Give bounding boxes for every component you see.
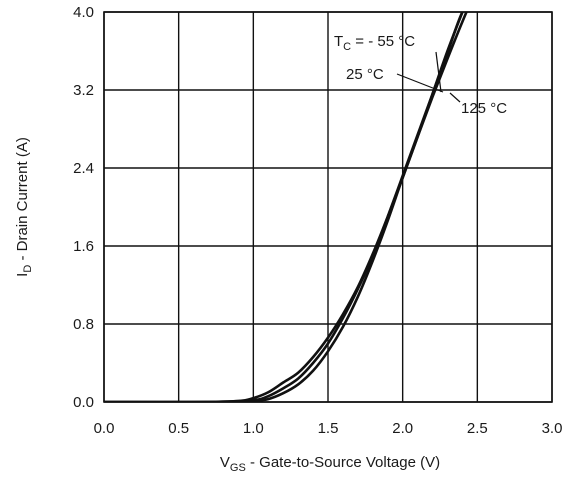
x-tick-labels: 0.0 0.5 1.0 1.5 2.0 2.5 3.0 bbox=[94, 420, 563, 437]
y-tick-labels: 0.0 0.8 1.6 2.4 3.2 4.0 bbox=[73, 4, 94, 411]
y-axis-title: ID - Drain Current (A) bbox=[14, 137, 34, 277]
y-axis-title-sub: D bbox=[22, 265, 34, 273]
y-tick-label: 4.0 bbox=[73, 4, 94, 21]
annotation-leader-25 bbox=[396, 73, 444, 93]
annotation-leader-125 bbox=[449, 92, 461, 103]
annotation-tc-minus-55: TC = - 55 °C bbox=[334, 33, 415, 53]
annotation-125c: 125 °C bbox=[461, 100, 507, 117]
annotation-tc-prefix: T bbox=[334, 33, 343, 50]
series-lines bbox=[104, 12, 468, 402]
y-tick-label: 2.4 bbox=[73, 160, 94, 177]
annotation-tc-sub: C bbox=[343, 41, 351, 53]
x-tick-label: 1.5 bbox=[318, 420, 339, 437]
series-line-125c bbox=[104, 12, 468, 402]
x-tick-label: 2.0 bbox=[392, 420, 413, 437]
x-tick-label: 3.0 bbox=[542, 420, 563, 437]
plot-frame bbox=[103, 11, 553, 403]
y-tick-label: 3.2 bbox=[73, 82, 94, 99]
y-axis-title-main: I bbox=[14, 273, 31, 277]
x-axis-title: VGS - Gate-to-Source Voltage (V) bbox=[220, 454, 440, 474]
x-tick-label: 1.0 bbox=[243, 420, 264, 437]
x-axis-title-rest: - Gate-to-Source Voltage (V) bbox=[246, 454, 440, 471]
y-tick-label: 0.0 bbox=[73, 394, 94, 411]
y-axis-title-rest: - Drain Current (A) bbox=[14, 137, 31, 265]
annotation-leader-55 bbox=[435, 51, 442, 93]
x-tick-label: 2.5 bbox=[467, 420, 488, 437]
annotation-25c: 25 °C bbox=[346, 66, 384, 83]
y-tick-label: 1.6 bbox=[73, 238, 94, 255]
x-axis-title-sub: GS bbox=[230, 462, 246, 474]
x-tick-label: 0.0 bbox=[94, 420, 115, 437]
x-tick-label: 0.5 bbox=[168, 420, 189, 437]
y-tick-label: 0.8 bbox=[73, 316, 94, 333]
annotation-tc-rest: = - 55 °C bbox=[351, 33, 415, 50]
x-axis-title-main: V bbox=[220, 454, 230, 471]
